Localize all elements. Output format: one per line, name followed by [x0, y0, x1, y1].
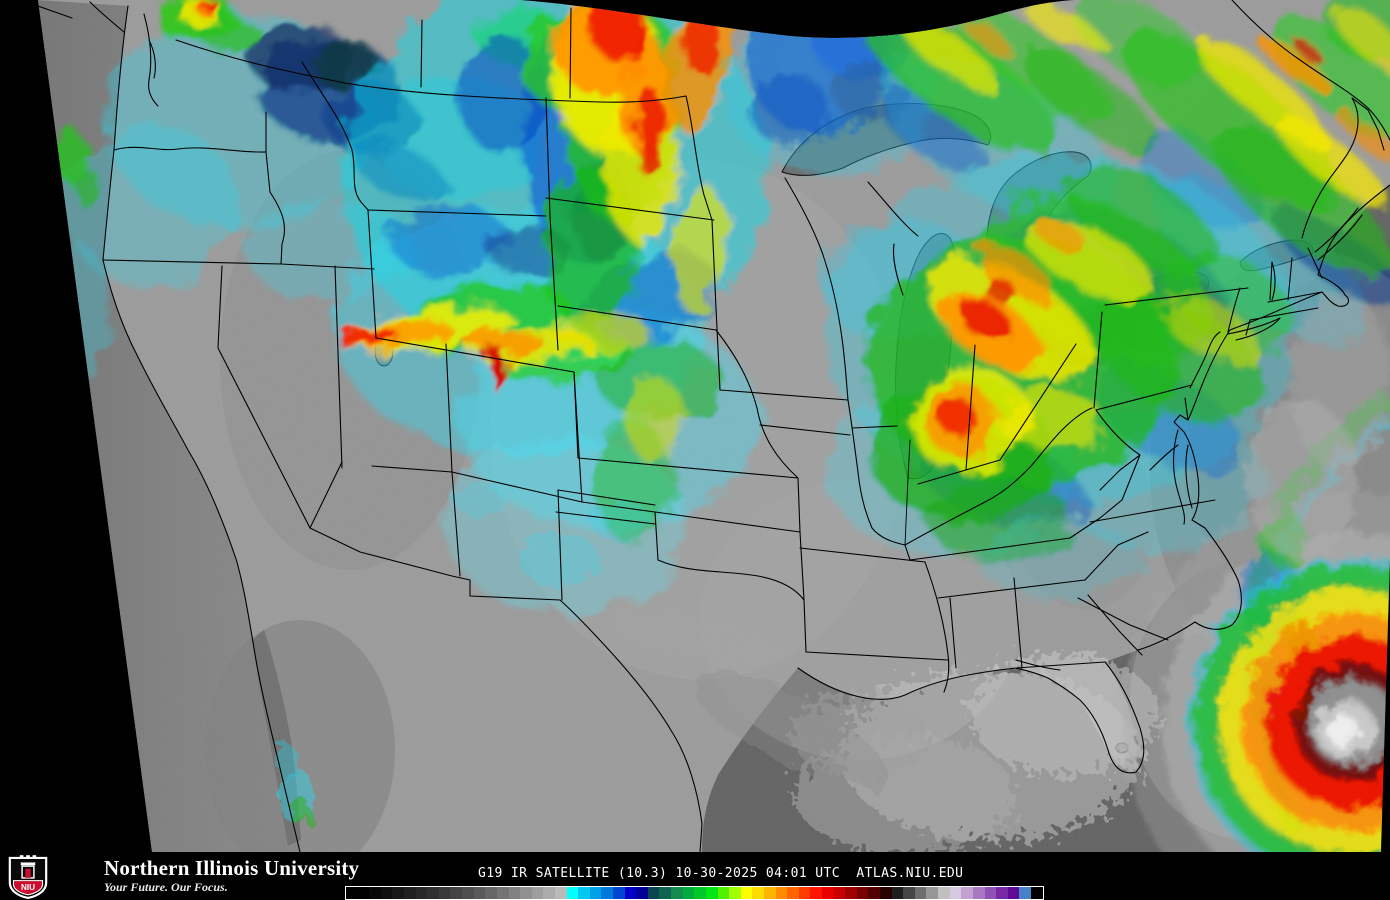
colorbar-segment [392, 887, 405, 899]
colorbar-segment [729, 887, 741, 899]
ir-temperature-colorbar [345, 886, 1044, 900]
colorbar-segment [682, 887, 695, 899]
colorbar-segment [589, 887, 602, 899]
colorbar-segment [485, 887, 497, 899]
colorbar-segment [578, 887, 590, 899]
colorbar-segment [531, 887, 544, 899]
colorbar-segment [473, 887, 486, 899]
cloud-system-ohio-valley [818, 155, 1295, 600]
colorbar-segment [357, 887, 370, 899]
university-tagline: Your Future. Our Focus. [104, 880, 228, 894]
colorbar-segment [543, 887, 555, 899]
colorbar-segment [438, 887, 451, 899]
colorbar-segment [705, 887, 718, 899]
colorbar-segment [891, 887, 904, 899]
colorbar-segment [601, 887, 614, 899]
colorbar-segment [961, 887, 973, 899]
colorbar-segment [508, 887, 521, 899]
colorbar-segment [926, 887, 939, 899]
colorbar-segment [821, 887, 834, 899]
colorbar-segment [949, 887, 962, 899]
university-name: Northern Illinois University [104, 856, 360, 880]
colorbar-segment [1030, 887, 1043, 899]
cloud-system-northern-plains [335, 0, 770, 615]
colorbar-segment [868, 887, 881, 899]
colorbar-segment [1019, 887, 1031, 899]
cloud-system-hurricane [1122, 290, 1390, 852]
colorbar-segment [520, 887, 532, 899]
satellite-map [38, 0, 1390, 852]
colorbar-segment [914, 887, 927, 899]
niu-logo-monogram: NIU [21, 883, 35, 892]
niu-logo: NIU [8, 855, 48, 899]
colorbar-segment [798, 887, 811, 899]
colorbar-segment [740, 887, 753, 899]
state-borders [38, 0, 1390, 852]
colorbar-segment [554, 887, 567, 899]
colorbar-segment [984, 887, 997, 899]
colorbar-segment [404, 887, 416, 899]
colorbar-segment [787, 887, 799, 899]
colorbar-segment [938, 887, 950, 899]
brand-text: Northern Illinois University Your Future… [104, 856, 359, 894]
cloud-texas-coastal-wisps [611, 614, 889, 790]
colorbar-segment [996, 887, 1008, 899]
colorbar-segment [346, 887, 358, 899]
colorbar-segment [856, 887, 869, 899]
colorbar-segment [624, 887, 637, 899]
colorbar-segment [717, 887, 730, 899]
colorbar-segment [903, 887, 915, 899]
colorbar-segment [810, 887, 822, 899]
colorbar-segment [972, 887, 985, 899]
colorbar-segment [613, 887, 625, 899]
bottom-bar: NIU Northern Illinois University Your Fu… [0, 852, 1390, 900]
colorbar-segment [845, 887, 857, 899]
colorbar-segment [369, 887, 381, 899]
colorbar-segment [763, 887, 776, 899]
colorbar-segment [752, 887, 764, 899]
goes-ir-image [38, 0, 1390, 852]
image-caption: G19 IR SATELLITE (10.3) 10-30-2025 04:01… [478, 866, 964, 881]
colorbar-segment [694, 887, 706, 899]
colorbar-segment [833, 887, 846, 899]
colorbar-segment [647, 887, 660, 899]
colorbar-segment [380, 887, 393, 899]
colorbar-segment [636, 887, 648, 899]
colorbar-segment [496, 887, 509, 899]
colorbar-segment [1007, 887, 1020, 899]
colorbar-segment [450, 887, 463, 899]
colorbar-segment [880, 887, 892, 899]
colorbar-segment [566, 887, 579, 899]
colorbar-segment [659, 887, 672, 899]
colorbar-segment [462, 887, 474, 899]
colorbar-segment [775, 887, 788, 899]
colorbar-segment [671, 887, 683, 899]
colorbar-segment [415, 887, 428, 899]
colorbar-segment [427, 887, 439, 899]
sector-edge [1381, 560, 1390, 852]
